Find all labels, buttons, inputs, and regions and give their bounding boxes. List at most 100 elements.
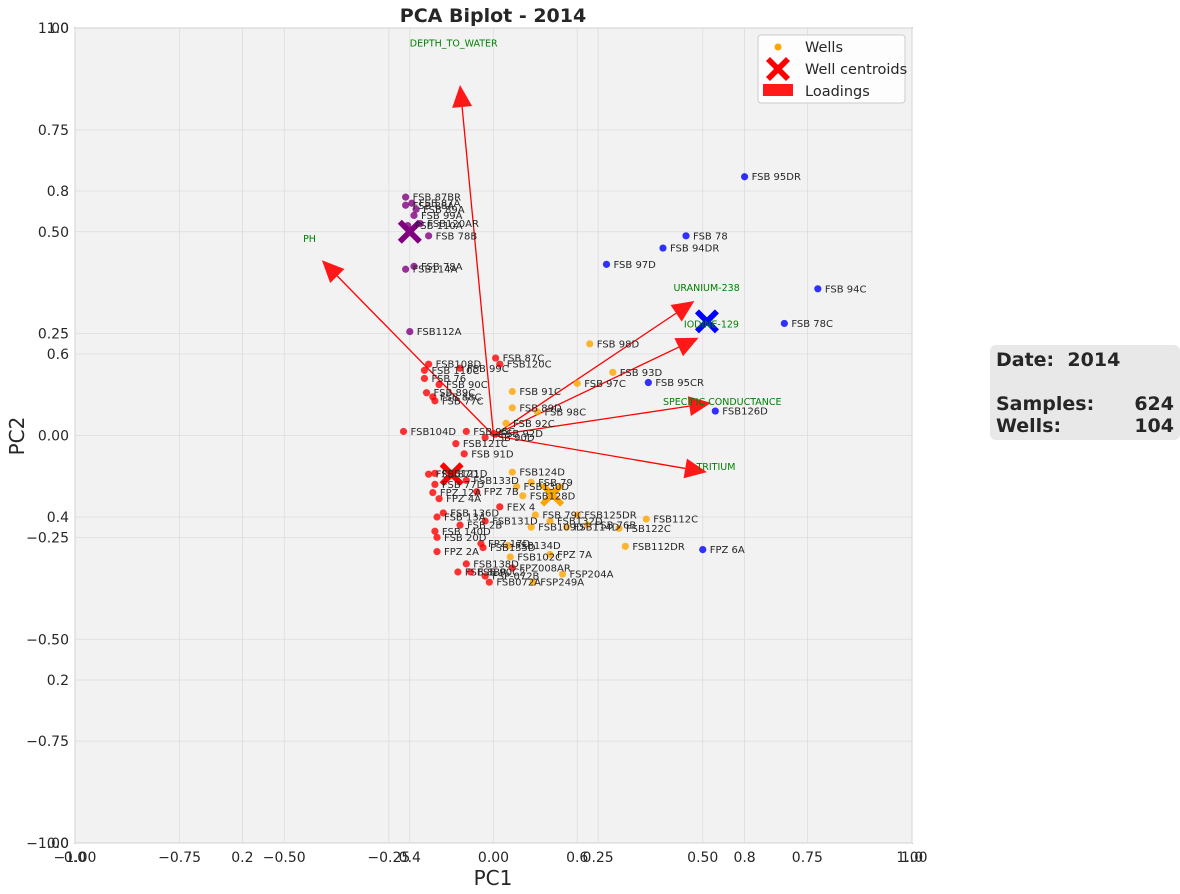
loading-arrow-head (687, 396, 712, 417)
loading-arrows (321, 85, 712, 479)
well-label: FSB102C (517, 552, 562, 563)
y-tick-label: −0.50 (26, 632, 69, 648)
well-point (573, 379, 581, 387)
well-label: FSB 79C (542, 510, 584, 521)
y-tick-label: 0.00 (38, 429, 69, 445)
y-tick-label: 0.50 (38, 225, 69, 241)
well-label: FSB122C (626, 524, 671, 535)
info-box: Date: 2014 Samples: 624 Wells: 104 (990, 345, 1180, 440)
well-point (425, 232, 433, 240)
well-point (586, 340, 594, 348)
tick-labels: −1.000.0 −0.75 0.2 −0.50 −0.250.4 0.00 0.60.25… (26, 21, 927, 866)
loading-arrow-head (670, 301, 695, 322)
well-label: FSB 20D (444, 533, 487, 544)
grid-lines (74, 27, 913, 844)
well-label: FSB 88C (440, 392, 482, 403)
well-label: FSB 90C2 (477, 568, 525, 579)
well-label: FSB124D (519, 468, 565, 479)
x-tick-label: 0.50 (687, 850, 718, 866)
loading-label: TRITIUM (695, 462, 735, 473)
well-point (699, 546, 707, 554)
well-point (644, 378, 652, 387)
well-label: FSB 93D (620, 368, 663, 379)
well-label: FSB 78 (693, 231, 728, 242)
y-tick-label: 0.4 (47, 510, 69, 526)
x-tick-label: 0.4 (399, 850, 421, 866)
well-point (435, 495, 443, 503)
well-point (460, 450, 468, 458)
well-label: FSB 13A (444, 513, 486, 524)
well-point (682, 232, 690, 240)
well-centroids (397, 219, 719, 507)
well-point (504, 541, 512, 550)
well-point (462, 476, 470, 484)
well-point (508, 387, 516, 396)
well-point (473, 488, 481, 496)
legend-box (757, 34, 906, 104)
well-label: FSB131D (492, 517, 538, 528)
well-point (508, 468, 516, 476)
well-point (435, 380, 443, 389)
well-point (425, 360, 433, 368)
well-point (408, 199, 416, 207)
well-label: FSB138D (473, 559, 519, 570)
well-point (485, 578, 493, 586)
well-label: FSB121D (442, 469, 488, 480)
well-point (741, 173, 749, 181)
well-label: FPZ 12A (440, 488, 482, 499)
y-tick-label: 0.6 (47, 347, 69, 363)
legend-wells-marker (774, 43, 782, 51)
well-label: FSB135D (490, 543, 536, 554)
y-tick-label: 1.0 (47, 21, 69, 37)
loading-arrow-head (674, 337, 699, 357)
well-label: FSB 91C (519, 387, 561, 398)
well-label: FPZ 2A (444, 547, 479, 558)
wells-label: Wells: (996, 415, 1062, 437)
x-tick-label: 0.00 (478, 850, 509, 866)
well-label: FPZ 17D (488, 539, 531, 550)
well-point (425, 470, 433, 478)
well-point (491, 354, 500, 362)
well-label: FSB112DR (632, 542, 685, 553)
y-tick-label: −0.25 (26, 530, 69, 546)
well-label: FSB104D (411, 427, 457, 438)
legend-loadings-label: Loadings (805, 84, 870, 100)
well-label: FSB132D (557, 517, 603, 528)
y-tick-label: 0.2 (47, 673, 69, 689)
well-label: FSB 97D (613, 260, 656, 271)
x-tick-label: −0.50 (263, 850, 306, 866)
loading-label: DEPTH_TO_WATER (410, 38, 498, 49)
well-point (406, 327, 414, 336)
well-point (429, 488, 437, 497)
well-label: FSB 94DR (670, 244, 719, 255)
centroid-marker (397, 219, 422, 244)
samples-value: 624 (1134, 393, 1174, 415)
well-point (456, 521, 464, 529)
date-row: Date: 2014 (996, 349, 1174, 371)
centroid-marker (439, 462, 464, 487)
well-label: FSB 87C (503, 354, 545, 365)
well-label: FSB 78B (436, 231, 478, 242)
well-point (399, 427, 408, 436)
well-point (481, 517, 489, 525)
well-label: FEX 4 (507, 502, 535, 513)
well-label: FSB 136D (450, 508, 499, 519)
loading-labels: DEPTH_TO_WATER PH URANIUM-238 IODINE-129 SPE… (303, 38, 781, 473)
well-label: FSB 89A (423, 205, 465, 216)
well-label: FSB 77C (442, 396, 484, 407)
x-tick-label: −0.25 (367, 850, 410, 866)
well-point (506, 553, 514, 561)
loading-arrow-head (321, 260, 345, 283)
well-point (410, 262, 418, 270)
well-point (431, 469, 439, 477)
loading-arrow-head (683, 458, 707, 479)
well-label: FSB 88A (413, 201, 455, 212)
well-label: FSB130D (524, 482, 570, 493)
well-point (462, 560, 470, 568)
well-label: FSB 92C (513, 419, 555, 430)
loading-arrow-head (452, 85, 473, 108)
well-point (529, 578, 537, 586)
well-label: FSB114D (574, 523, 620, 534)
well-label: FSB 8BR (465, 568, 507, 579)
well-label: FSB 110A (415, 221, 463, 232)
